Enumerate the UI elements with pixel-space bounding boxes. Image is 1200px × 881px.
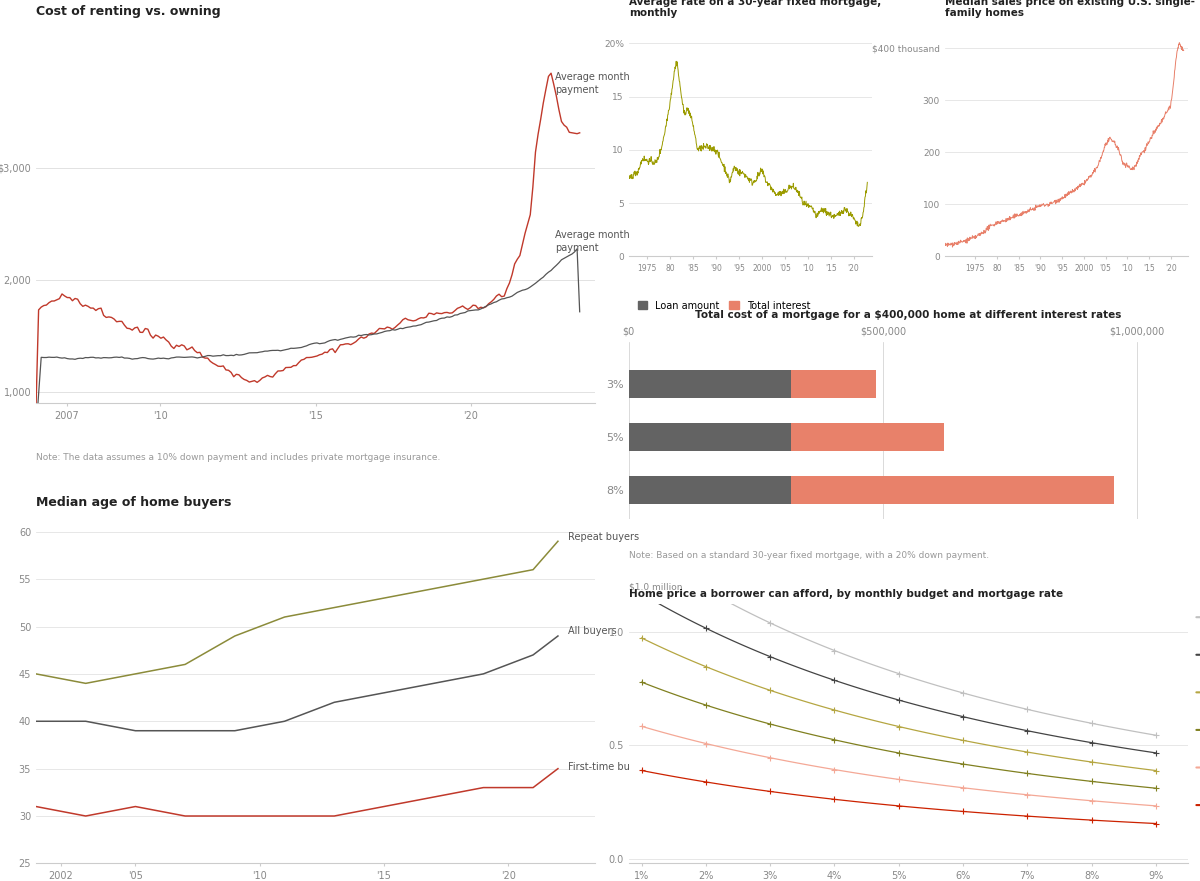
Bar	[792, 370, 876, 397]
Text: Average monthly new lease
payment: Average monthly new lease payment	[554, 230, 690, 254]
Text: Note: Based on a standard 30-year fixed mortgage, with a 20% down payment.: Note: Based on a standard 30-year fixed …	[629, 552, 989, 560]
Bar	[629, 370, 792, 397]
Bar	[792, 423, 944, 451]
Text: Average rate on a 30-year fixed mortgage,
monthly: Average rate on a 30-year fixed mortgage…	[629, 0, 881, 19]
Legend: Loan amount, Total interest: Loan amount, Total interest	[634, 297, 814, 315]
Bar	[792, 477, 1114, 504]
Bar	[629, 477, 792, 504]
Text: First-time buyers: First-time buyers	[568, 762, 650, 772]
Text: Median age of home buyers: Median age of home buyers	[36, 496, 232, 509]
Bar	[629, 423, 792, 451]
Text: $1.0 million: $1.0 million	[629, 582, 683, 591]
Text: Average monthly new home
payment: Average monthly new home payment	[554, 72, 692, 95]
Text: Cost of renting vs. owning: Cost of renting vs. owning	[36, 5, 221, 19]
Text: Repeat buyers: Repeat buyers	[568, 531, 640, 542]
Title: Total cost of a mortgage for a $400,000 home at different interest rates: Total cost of a mortgage for a $400,000 …	[695, 310, 1122, 321]
Text: Note: The data assumes a 10% down payment and includes private mortgage insuranc: Note: The data assumes a 10% down paymen…	[36, 453, 440, 462]
Text: Median sales price on existing U.S. single-
family homes: Median sales price on existing U.S. sing…	[944, 0, 1195, 19]
Text: All buyers: All buyers	[568, 626, 617, 636]
Text: Home price a borrower can afford, by monthly budget and mortgage rate: Home price a borrower can afford, by mon…	[629, 589, 1063, 599]
